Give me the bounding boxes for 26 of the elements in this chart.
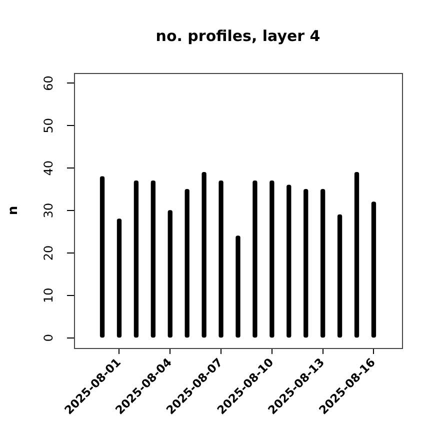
bar [286, 184, 292, 338]
bar [354, 172, 360, 338]
bar [168, 210, 172, 338]
bar [252, 180, 258, 338]
bar [270, 180, 274, 338]
y-tick-label: 20 [41, 245, 56, 261]
y-tick-label: 30 [41, 202, 56, 218]
bar [337, 214, 342, 338]
y-tick-label: 10 [41, 288, 56, 304]
y-axis-title: n [6, 206, 22, 216]
y-tick-label: 40 [41, 160, 56, 176]
y-tick-label: 0 [41, 334, 56, 342]
bar [236, 236, 240, 338]
y-tick-label: 60 [41, 76, 56, 91]
bar [116, 218, 122, 338]
bar [100, 176, 105, 338]
bar [202, 172, 206, 338]
bar [218, 180, 224, 338]
bar [150, 180, 156, 338]
bar [184, 188, 190, 338]
bar [320, 188, 326, 338]
y-tick-label: 50 [41, 118, 56, 134]
bar [134, 180, 139, 338]
bar [304, 188, 308, 338]
bar [371, 202, 376, 338]
chart-title: no. profiles, layer 4 [156, 26, 320, 45]
